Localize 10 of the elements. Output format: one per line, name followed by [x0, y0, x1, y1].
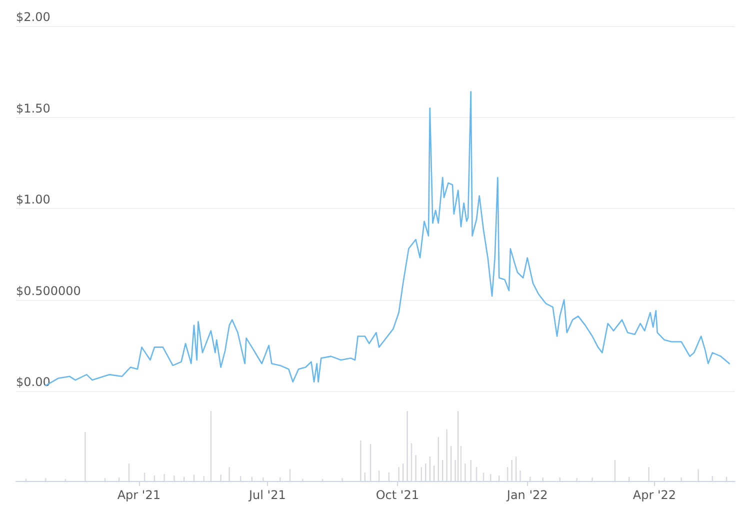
x-tick-label: Jul '21 [248, 488, 286, 502]
y-tick-label: $0.500000 [16, 284, 81, 298]
x-tick-label: Apr '22 [632, 488, 676, 502]
y-tick-label: $0.00 [16, 375, 50, 389]
y-tick-label: $1.50 [16, 101, 50, 116]
y-tick-label: $1.00 [16, 192, 50, 206]
x-tick-label: Oct '21 [376, 488, 419, 502]
y-tick-label: $2.00 [16, 10, 50, 24]
x-tick-label: Apr '21 [117, 488, 160, 502]
x-tick-label: Jan '22 [506, 488, 548, 502]
